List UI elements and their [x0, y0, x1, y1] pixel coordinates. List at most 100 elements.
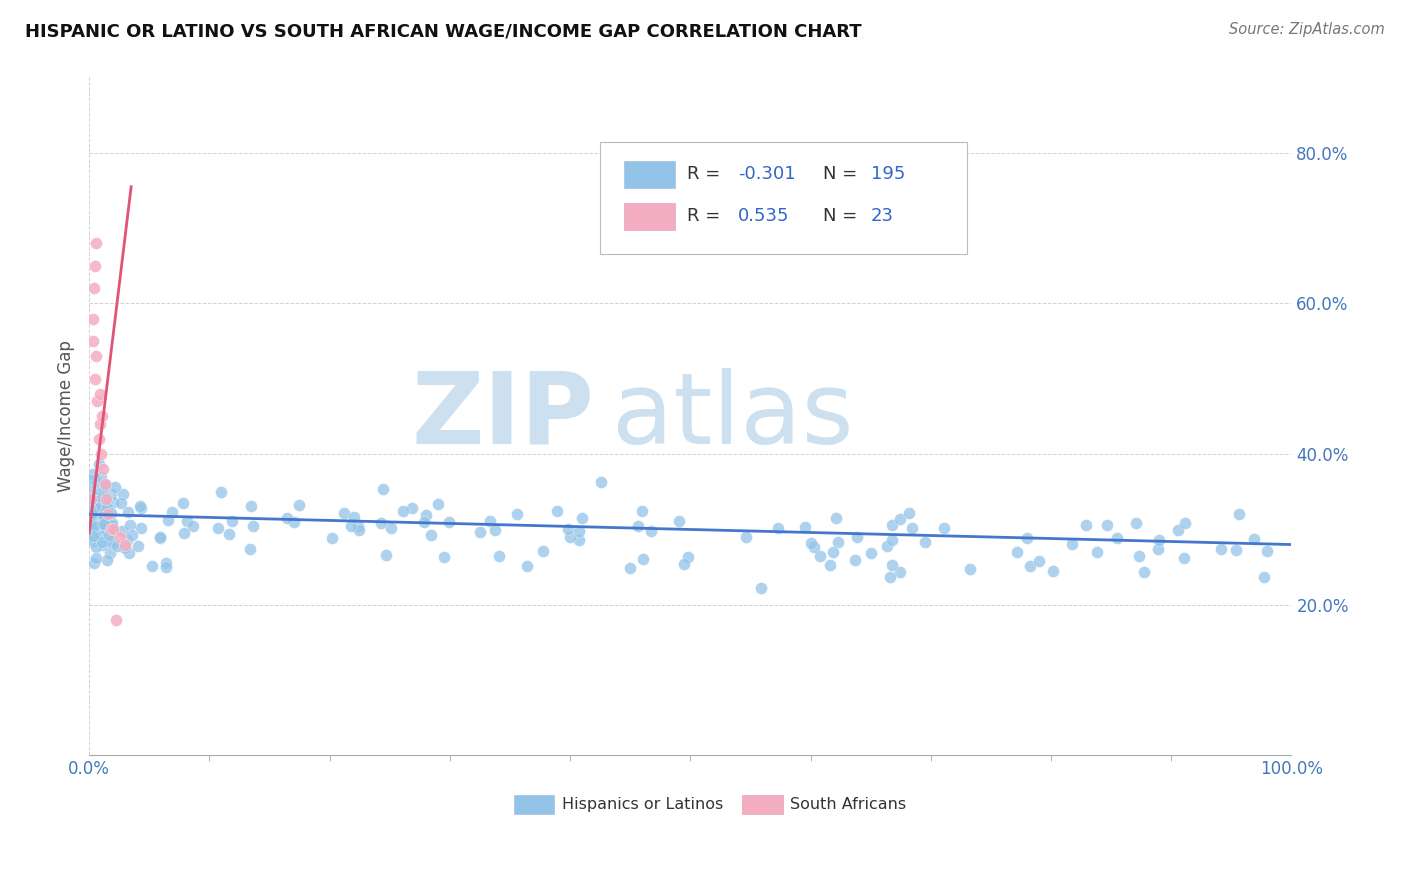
Point — [426, 497, 449, 511]
Point — [568, 524, 591, 539]
Point — [1042, 564, 1064, 578]
Point — [488, 549, 510, 564]
Point — [87, 506, 110, 520]
Point — [668, 515, 690, 529]
Point — [672, 557, 695, 571]
Point — [242, 518, 264, 533]
Point — [560, 530, 582, 544]
Point — [114, 541, 136, 555]
Point — [1147, 533, 1170, 548]
Point — [800, 536, 823, 550]
Text: Source: ZipAtlas.com: Source: ZipAtlas.com — [1229, 22, 1385, 37]
Point — [93, 477, 115, 491]
Point — [181, 519, 204, 533]
Point — [93, 490, 115, 504]
Point — [1256, 543, 1278, 558]
Point — [157, 513, 180, 527]
Point — [479, 514, 502, 528]
Point — [98, 524, 121, 538]
Point — [506, 508, 529, 522]
Point — [91, 517, 114, 532]
Point — [818, 558, 841, 573]
Point — [90, 447, 112, 461]
Point — [591, 475, 613, 489]
Point — [276, 511, 298, 525]
Point — [860, 546, 883, 560]
Point — [827, 535, 849, 549]
Point — [84, 550, 107, 565]
Point — [83, 519, 105, 533]
Text: N =: N = — [823, 208, 862, 226]
Point — [112, 487, 135, 501]
Point — [1018, 558, 1040, 573]
Point — [87, 525, 110, 540]
FancyBboxPatch shape — [513, 795, 554, 814]
Point — [571, 510, 593, 524]
Point — [94, 477, 117, 491]
Point — [82, 528, 104, 542]
Point — [283, 515, 305, 529]
Point — [96, 527, 118, 541]
Point — [734, 531, 756, 545]
Y-axis label: Wage/Income Gap: Wage/Income Gap — [58, 341, 75, 492]
Point — [516, 559, 538, 574]
Point — [546, 504, 568, 518]
Point — [82, 508, 104, 523]
FancyBboxPatch shape — [624, 202, 675, 230]
Text: ZIP: ZIP — [411, 368, 595, 465]
Text: N =: N = — [823, 165, 862, 184]
Point — [93, 462, 115, 476]
Point — [880, 517, 903, 532]
Point — [934, 521, 956, 535]
Point — [115, 533, 138, 548]
Point — [89, 387, 111, 401]
Point — [80, 506, 103, 520]
Point — [420, 527, 443, 541]
Point — [413, 515, 436, 529]
Point — [1005, 545, 1028, 559]
Text: HISPANIC OR LATINO VS SOUTH AFRICAN WAGE/INCOME GAP CORRELATION CHART: HISPANIC OR LATINO VS SOUTH AFRICAN WAGE… — [25, 22, 862, 40]
Point — [882, 558, 904, 572]
Point — [87, 514, 110, 528]
Point — [87, 502, 110, 516]
Point — [766, 521, 789, 535]
Point — [959, 562, 981, 576]
Point — [141, 559, 163, 574]
Point — [87, 501, 110, 516]
Point — [83, 518, 105, 533]
Point — [103, 537, 125, 551]
FancyBboxPatch shape — [742, 795, 783, 814]
Point — [287, 498, 309, 512]
Point — [94, 492, 117, 507]
Point — [676, 550, 699, 565]
Point — [104, 480, 127, 494]
Point — [101, 516, 124, 531]
Point — [1167, 523, 1189, 537]
Point — [437, 515, 460, 529]
Point — [96, 500, 118, 514]
Point — [90, 485, 112, 500]
Point — [844, 553, 866, 567]
Point — [93, 516, 115, 531]
Point — [321, 531, 343, 545]
Point — [104, 613, 127, 627]
Point — [373, 482, 395, 496]
Point — [90, 510, 112, 524]
Point — [96, 495, 118, 509]
Point — [1227, 507, 1250, 521]
Point — [131, 501, 153, 516]
Point — [370, 516, 392, 530]
Point — [898, 506, 921, 520]
Point — [98, 505, 121, 519]
Point — [825, 510, 848, 524]
Text: R =: R = — [686, 165, 725, 184]
Point — [1173, 551, 1195, 566]
Point — [343, 509, 366, 524]
Point — [101, 523, 124, 537]
Point — [162, 505, 184, 519]
Point — [176, 514, 198, 528]
Point — [1209, 542, 1232, 557]
Point — [110, 496, 132, 510]
Point — [84, 500, 107, 515]
Point — [91, 487, 114, 501]
